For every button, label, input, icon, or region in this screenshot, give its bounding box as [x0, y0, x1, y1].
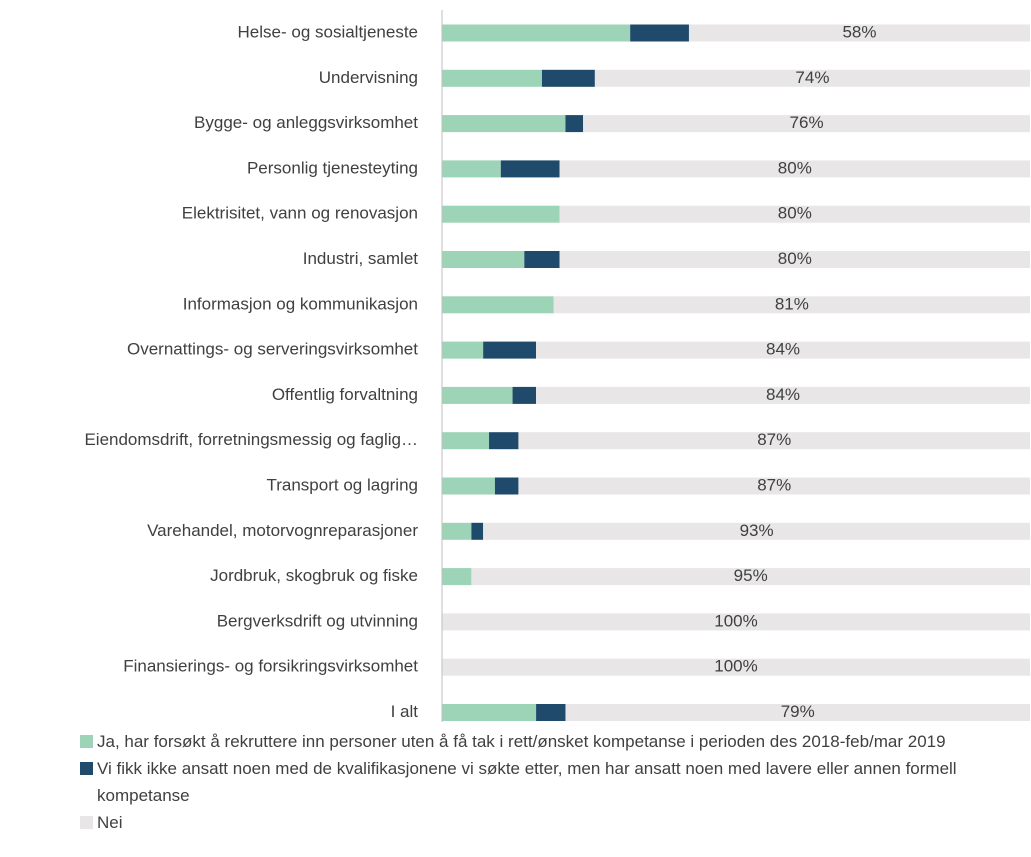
bar-segment [442, 160, 501, 178]
category-label: Undervisning [319, 68, 418, 87]
legend-swatch [80, 816, 93, 829]
bar-segment [559, 205, 1030, 223]
category-label: Bergverksdrift og utvinning [217, 611, 418, 630]
value-label: 93% [740, 521, 774, 540]
value-label: 95% [734, 566, 768, 585]
bar-segment [442, 568, 472, 586]
legend-label: Ja, har forsøkt å rekruttere inn persone… [97, 732, 946, 751]
value-label: 80% [778, 158, 812, 177]
bar-segment [442, 69, 542, 87]
bar-segment [594, 69, 1030, 87]
bar-segment [500, 160, 560, 178]
bar-segment [583, 115, 1030, 133]
value-label: 84% [766, 385, 800, 404]
bar-segment [489, 432, 519, 450]
bar-segment [442, 658, 1030, 676]
value-label: 100% [714, 611, 757, 630]
bar-segment [518, 477, 1030, 495]
category-label: Personlig tjenesteyting [247, 158, 418, 177]
legend-swatch [80, 762, 93, 775]
bar-segment [442, 341, 484, 359]
bar-segment [442, 296, 554, 314]
bar-segment [536, 341, 1030, 359]
bar-segment [512, 386, 537, 404]
value-label: 58% [842, 22, 876, 41]
value-label: 79% [781, 702, 815, 721]
legend-swatch [80, 735, 93, 748]
legend-label: Nei [97, 813, 123, 832]
bar-segment [442, 522, 472, 540]
value-label: 100% [714, 657, 757, 676]
category-label: Elektrisitet, vann og renovasjon [182, 204, 418, 223]
bar-segment [442, 386, 513, 404]
category-label: Finansierings- og forsikringsvirksomhet [123, 657, 418, 676]
category-label: I alt [391, 702, 419, 721]
bar-segment [442, 704, 537, 721]
value-label: 84% [766, 340, 800, 359]
category-label: Offentlig forvaltning [272, 385, 418, 404]
bar-segment [536, 386, 1030, 404]
bar-segment [442, 115, 566, 133]
bar-segment [524, 251, 560, 268]
category-label: Bygge- og anleggsvirksomhet [194, 113, 418, 132]
category-label: Eiendomsdrift, forretningsmessig og fagl… [84, 430, 418, 449]
bar-segment [688, 24, 1030, 42]
value-label: 76% [790, 113, 824, 132]
legend-item: Ja, har forsøkt å rekruttere inn persone… [80, 728, 980, 755]
bar-segment [442, 24, 631, 42]
value-label: 74% [795, 68, 829, 87]
legend-item: Nei [80, 809, 980, 836]
bar-segment [442, 477, 495, 495]
value-label: 80% [778, 204, 812, 223]
bar-segment [559, 160, 1030, 178]
bar-segment [565, 704, 1030, 721]
bar-segment [471, 522, 484, 540]
value-label: 87% [757, 430, 791, 449]
bar-segment [518, 432, 1030, 450]
bar-segment [442, 251, 525, 268]
legend-item: Vi fikk ikke ansatt noen med de kvalifik… [80, 755, 980, 809]
category-label: Informasjon og kommunikasjon [183, 294, 418, 313]
value-label: 87% [757, 475, 791, 494]
category-label: Helse- og sosialtjeneste [238, 22, 418, 41]
value-label: 81% [775, 294, 809, 313]
bar-segment [630, 24, 689, 42]
bar-segment [565, 115, 584, 133]
bar-segment [442, 205, 560, 223]
value-label: 80% [778, 249, 812, 268]
bar-segment [483, 522, 1030, 540]
category-label: Transport og lagring [266, 475, 418, 494]
category-label: Varehandel, motorvognreparasjoner [147, 521, 418, 540]
legend: Ja, har forsøkt å rekruttere inn persone… [80, 728, 980, 836]
bar-segment [536, 704, 566, 721]
category-label: Overnattings- og serveringsvirksomhet [127, 340, 418, 359]
bar-segment [483, 341, 537, 359]
category-label: Industri, samlet [303, 249, 419, 268]
legend-label: Vi fikk ikke ansatt noen med de kvalifik… [97, 759, 957, 805]
bar-segment [541, 69, 595, 87]
bar-segment [559, 251, 1030, 268]
bar-segment [442, 613, 1030, 631]
bar-segment [471, 568, 1030, 586]
bar-segment [442, 432, 490, 450]
bar-segment [553, 296, 1030, 314]
bar-segment [494, 477, 519, 495]
category-label: Jordbruk, skogbruk og fiske [210, 566, 418, 585]
